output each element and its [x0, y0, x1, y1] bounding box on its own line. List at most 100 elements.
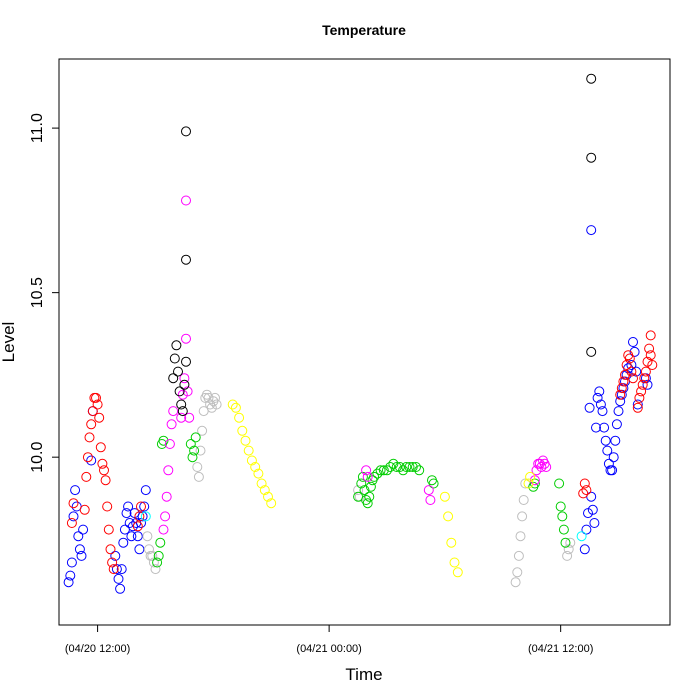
- data-points: [63, 73, 658, 594]
- data-point: [555, 501, 566, 512]
- data-point: [613, 406, 624, 417]
- data-point: [187, 452, 198, 463]
- data-point: [536, 462, 547, 472]
- data-point: [230, 402, 241, 413]
- series-3: [152, 432, 571, 568]
- x-axis: (04/20 12:00) (04/21 00:00) (04/21 12:00): [65, 625, 593, 655]
- data-point: [587, 504, 598, 515]
- data-point: [394, 462, 405, 472]
- data-point: [168, 406, 179, 417]
- data-point: [132, 531, 143, 542]
- data-point: [132, 521, 143, 532]
- data-point: [610, 435, 621, 446]
- data-point: [531, 465, 542, 476]
- data-point: [560, 537, 571, 548]
- data-point: [618, 376, 629, 387]
- series-7: [140, 511, 587, 542]
- data-point: [586, 225, 597, 236]
- data-point: [554, 478, 565, 489]
- data-point: [597, 406, 608, 417]
- data-point: [375, 465, 386, 476]
- data-point: [602, 445, 613, 456]
- data-point: [136, 501, 146, 512]
- data-point: [139, 501, 150, 512]
- data-point: [586, 73, 597, 84]
- data-point: [185, 439, 196, 449]
- data-point: [615, 389, 626, 400]
- data-point: [184, 412, 195, 423]
- data-point: [240, 435, 251, 446]
- data-point: [579, 478, 590, 489]
- data-point: [592, 392, 603, 403]
- data-point: [190, 432, 201, 443]
- data-point: [113, 573, 124, 584]
- data-point: [439, 491, 450, 502]
- data-point: [66, 557, 77, 568]
- data-point: [591, 422, 601, 433]
- data-point: [513, 550, 524, 561]
- data-point: [171, 340, 182, 351]
- data-point: [176, 412, 187, 423]
- data-point: [140, 511, 151, 522]
- data-point: [607, 465, 618, 476]
- data-point: [449, 557, 460, 568]
- data-point: [357, 471, 368, 482]
- data-point: [382, 465, 392, 476]
- data-point: [103, 524, 114, 535]
- data-point: [600, 435, 611, 446]
- data-point: [181, 195, 191, 206]
- data-point: [166, 419, 177, 430]
- data-point: [563, 544, 574, 555]
- data-point: [158, 435, 169, 446]
- data-point: [562, 550, 573, 561]
- chart-title: Temperature: [322, 22, 406, 38]
- data-point: [361, 465, 372, 476]
- data-point: [126, 531, 137, 542]
- data-point: [611, 419, 622, 430]
- data-point: [153, 550, 164, 561]
- data-point: [411, 462, 421, 472]
- data-point: [634, 392, 645, 403]
- data-point: [82, 452, 93, 463]
- data-point: [414, 465, 425, 476]
- data-point: [148, 557, 159, 568]
- data-point: [243, 445, 254, 456]
- data-point: [87, 406, 98, 417]
- data-point: [79, 504, 90, 515]
- data-point: [193, 471, 204, 482]
- data-point: [181, 333, 191, 344]
- data-point: [182, 386, 193, 397]
- data-point: [639, 373, 650, 384]
- data-point: [632, 402, 643, 413]
- data-point: [179, 379, 190, 390]
- data-point: [158, 524, 169, 535]
- data-point: [173, 366, 183, 377]
- data-point: [140, 485, 151, 496]
- data-point: [624, 353, 635, 364]
- data-point: [356, 478, 367, 489]
- data-point: [369, 471, 380, 482]
- data-point: [195, 445, 206, 456]
- data-point: [372, 468, 383, 479]
- data-point: [629, 346, 640, 357]
- data-point: [136, 518, 146, 528]
- data-point: [401, 462, 412, 472]
- data-point: [95, 442, 106, 453]
- data-point: [353, 485, 364, 496]
- data-point: [203, 392, 214, 403]
- data-point: [581, 524, 592, 535]
- data-point: [404, 462, 415, 472]
- data-point: [177, 406, 188, 417]
- data-point: [637, 379, 648, 390]
- data-point: [189, 445, 200, 456]
- data-point: [628, 373, 638, 384]
- data-point: [181, 356, 191, 367]
- data-point: [515, 531, 526, 542]
- data-point: [378, 465, 389, 476]
- data-point: [626, 360, 637, 370]
- data-point: [150, 564, 161, 575]
- data-point: [525, 471, 536, 482]
- data-point: [628, 337, 638, 347]
- data-point: [446, 537, 457, 548]
